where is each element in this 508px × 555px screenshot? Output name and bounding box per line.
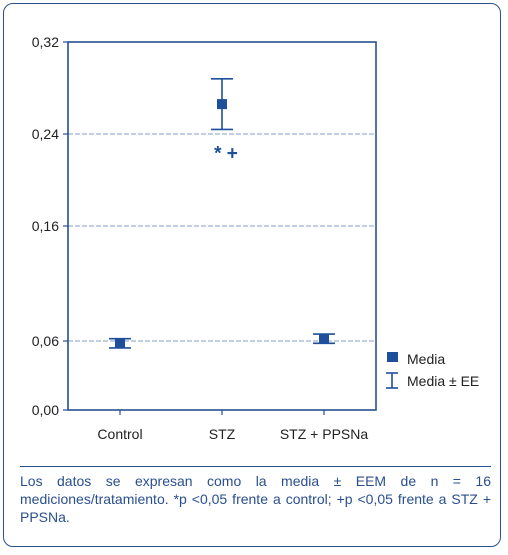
legend-marker-mean bbox=[387, 352, 398, 362]
y-tick-label-1: 0,06 bbox=[32, 333, 59, 349]
legend-label-errorbar: Media ± EE bbox=[407, 373, 479, 389]
figure-frame bbox=[3, 3, 501, 547]
mean-point-0 bbox=[115, 338, 125, 349]
caption-divider bbox=[20, 466, 491, 467]
y-tick-label-3: 0,24 bbox=[32, 126, 59, 142]
legend-label-mean: Media bbox=[407, 351, 445, 367]
significance-annotation-0: * + bbox=[214, 143, 238, 164]
x-tick-label-2: STZ + PPSNa bbox=[280, 426, 369, 442]
mean-point-1 bbox=[217, 99, 227, 110]
figure-caption: Los datos se expresan como la media ± EE… bbox=[20, 473, 491, 525]
x-tick-label-0: Control bbox=[97, 426, 142, 442]
y-tick-label-0: 0,00 bbox=[32, 402, 59, 418]
x-tick-label-1: STZ bbox=[209, 426, 236, 442]
chart: 0,00 0,06 0,16 0,24 0,32 Control STZ STZ + PPSN… bbox=[32, 34, 480, 442]
y-tick-label-4: 0,32 bbox=[32, 34, 59, 50]
y-tick-label-2: 0,16 bbox=[32, 218, 59, 234]
mean-point-2 bbox=[319, 333, 329, 344]
